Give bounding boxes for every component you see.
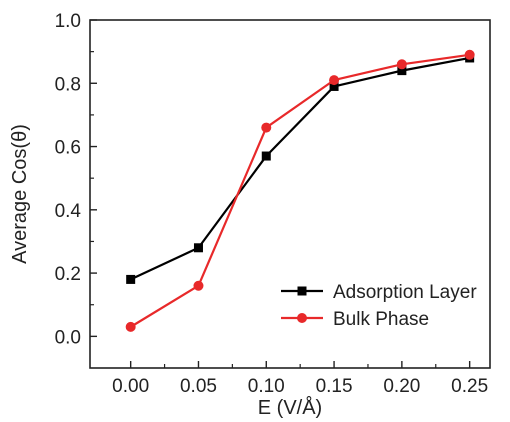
axis-ticks: 0.00 0.05 0.10 0.15 0.20 0.25 0.0 0.2 0.4 0.6 0.8 1…: [55, 11, 489, 397]
x-tick-label-4: 0.20: [383, 376, 420, 397]
data-point-adsorption-layer-4: [397, 66, 407, 76]
data-point-bulk-phase-0: [125, 321, 136, 332]
x-axis-title: E (V/Å): [258, 396, 322, 419]
legend-marker-bulk-phase: [297, 313, 307, 323]
data-point-bulk-phase-4: [396, 59, 407, 70]
y-axis-title: Average Cos(θ): [9, 124, 31, 264]
series-layer: [125, 49, 475, 332]
legend-marker-adsorption-layer: [297, 286, 307, 296]
y-tick-label-4: 0.8: [55, 74, 81, 95]
series-line-adsorption-layer: [130, 56, 470, 281]
data-point-adsorption-layer-3: [329, 81, 339, 91]
y-tick-label-0: 0.0: [55, 327, 81, 348]
legend: Adsorption Layer Bulk Phase: [281, 282, 477, 330]
x-tick-label-5: 0.25: [451, 376, 488, 397]
y-tick-label-5: 1.0: [55, 11, 81, 32]
y-tick-label-1: 0.2: [55, 264, 81, 285]
y-tick-label-3: 0.6: [55, 138, 81, 159]
data-point-adsorption-layer-2: [261, 151, 271, 161]
x-tick-label-0: 0.00: [112, 376, 149, 397]
data-point-bulk-phase-1: [193, 280, 204, 291]
y-tick-label-2: 0.4: [55, 201, 82, 222]
data-point-bulk-phase-5: [464, 49, 475, 60]
data-point-adsorption-layer-1: [193, 243, 203, 253]
plot-frame: [89, 19, 491, 369]
series-line-bulk-phase: [130, 53, 470, 328]
x-tick-label-1: 0.05: [180, 376, 217, 397]
x-tick-label-3: 0.15: [316, 376, 353, 397]
x-tick-label-2: 0.10: [248, 376, 285, 397]
legend-label-adsorption-layer: Adsorption Layer: [333, 282, 477, 303]
data-point-bulk-phase-2: [261, 122, 272, 133]
data-point-bulk-phase-3: [329, 75, 340, 86]
legend-label-bulk-phase: Bulk Phase: [333, 309, 429, 330]
data-point-adsorption-layer-0: [126, 274, 136, 284]
